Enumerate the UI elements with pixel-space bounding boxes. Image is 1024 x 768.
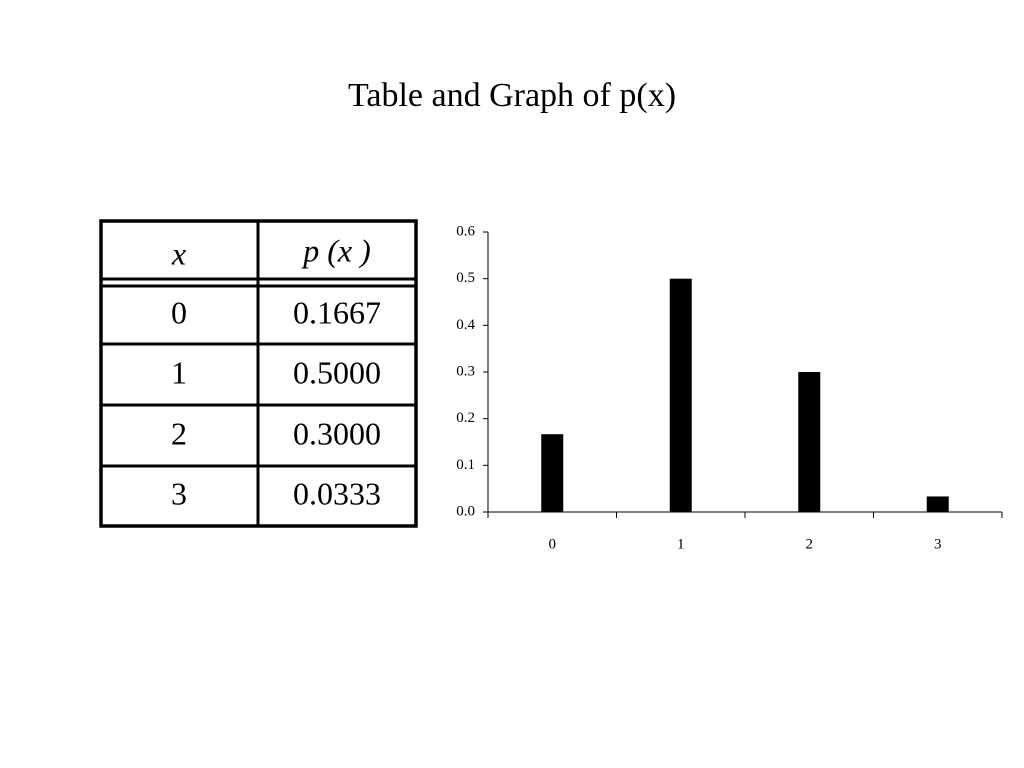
table-cell: 3 (171, 475, 187, 511)
bar (926, 496, 949, 512)
table-cell: 0.5000 (293, 354, 381, 390)
y-tick-label: 0.4 (456, 317, 475, 333)
table-cell: 0.0333 (293, 475, 381, 511)
table-cell: 1 (171, 354, 187, 390)
bar (669, 278, 692, 512)
x-tick-label: 3 (934, 536, 942, 552)
y-tick-label: 0.1 (456, 457, 475, 473)
slide-title: Table and Graph of p(x) (348, 77, 676, 114)
y-tick-label: 0.6 (456, 223, 475, 239)
x-tick-label: 2 (806, 536, 814, 552)
table-cell: 0.1667 (293, 294, 381, 330)
table-cell: 0.3000 (293, 415, 381, 451)
table-cell: 0 (171, 294, 187, 330)
y-tick-label: 0.5 (456, 270, 475, 286)
table-header: x (171, 235, 186, 271)
y-tick-label: 0.2 (456, 410, 475, 426)
bar (541, 434, 564, 512)
x-tick-label: 0 (549, 536, 557, 552)
table-header: p (x ) (301, 232, 371, 268)
y-tick-label: 0.3 (456, 363, 475, 379)
table-cell: 2 (171, 415, 187, 451)
y-tick-label: 0.0 (456, 503, 475, 519)
table (99, 219, 418, 528)
x-tick-label: 1 (677, 536, 685, 552)
bar (798, 372, 821, 512)
